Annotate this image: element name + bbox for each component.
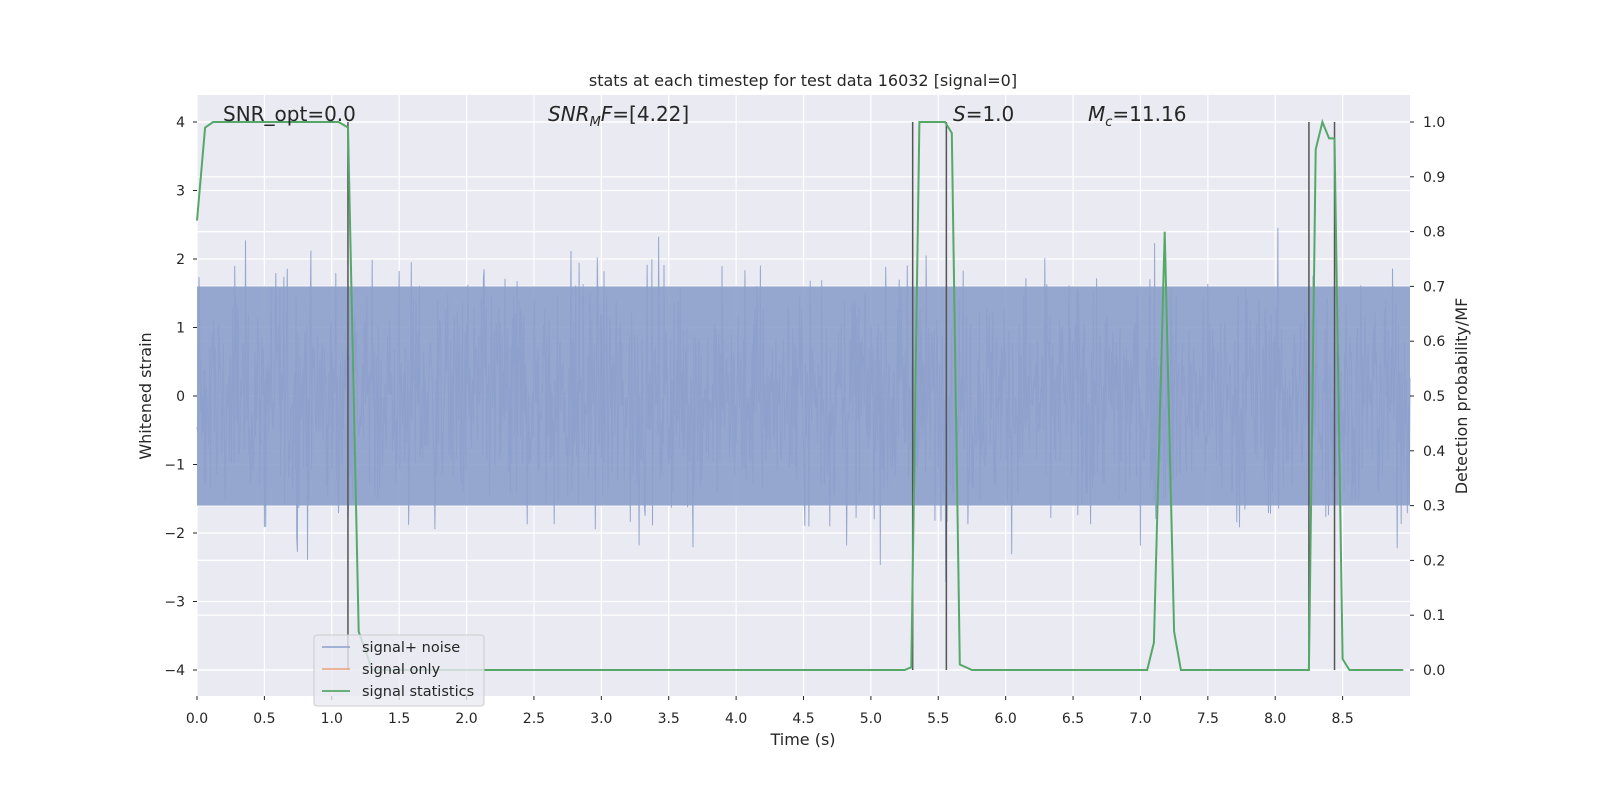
- x-tick-label: 3.5: [658, 711, 680, 727]
- noise-trace: [196, 227, 1411, 582]
- y-tick-label-left: 3: [176, 184, 185, 200]
- y-tick-label-right: 0.3: [1423, 499, 1445, 515]
- signal-statistics-line: [196, 118, 1404, 671]
- y-tick-label-left: 4: [176, 115, 185, 131]
- y-tick-label-right: 0.4: [1423, 444, 1445, 460]
- y-tick-label-left: 2: [176, 252, 185, 268]
- y-tick-label-right: 0.5: [1423, 389, 1445, 405]
- x-tick-label: 8.0: [1264, 711, 1286, 727]
- x-tick-label: 2.0: [455, 711, 477, 727]
- x-tick-label: 2.5: [523, 711, 545, 727]
- x-tick-label: 1.0: [321, 711, 343, 727]
- y-axis-label-right: Detection probability/MF: [1452, 298, 1471, 495]
- y-tick-label-right: 0.7: [1423, 279, 1445, 295]
- y-axis-label-left: Whitened strain: [136, 332, 155, 459]
- x-tick-label: 0.0: [186, 711, 208, 727]
- legend-label-noise: signal+ noise: [362, 640, 460, 656]
- x-tick-label: 0.5: [253, 711, 275, 727]
- x-tick-label: 7.5: [1197, 711, 1219, 727]
- legend-label-stats: signal statistics: [362, 684, 474, 700]
- annotation-mc: Mc=11.16: [1088, 102, 1186, 130]
- y-tick-label-left: 0: [176, 389, 185, 405]
- annotation-snr-opt: SNR_opt=0.0: [223, 102, 356, 126]
- y-tick-label-left: −3: [164, 595, 185, 611]
- y-tick-label-right: 0.8: [1423, 225, 1445, 241]
- y-tick-label-left: 1: [176, 321, 185, 337]
- legend-box: [313, 634, 485, 707]
- tick-labels: 0.0 0.5 1.0 1.5 2.0 2.5 3.0 3.5 4.0 4.5 5.0 5.5 6.0 6…: [164, 115, 1445, 727]
- y-tick-label-left: −1: [164, 458, 185, 474]
- x-tick-label: 8.5: [1331, 711, 1353, 727]
- noise-series: [196, 227, 1411, 582]
- x-tick-label: 4.5: [792, 711, 814, 727]
- x-tick-label: 5.0: [860, 711, 882, 727]
- y-tick-label-right: 1.0: [1423, 115, 1445, 131]
- y-tick-label-right: 0.6: [1423, 334, 1445, 350]
- stats-series: [196, 118, 1404, 671]
- x-tick-label: 7.0: [1129, 711, 1151, 727]
- x-tick-label: 6.0: [995, 711, 1017, 727]
- legend-label-signal: signal only: [362, 662, 441, 678]
- x-tick-label: 1.5: [388, 711, 410, 727]
- y-tick-label-right: 0.2: [1423, 553, 1445, 569]
- x-axis-label: Time (s): [769, 730, 835, 749]
- chart-title: stats at each timestep for test data 160…: [589, 71, 1017, 90]
- y-tick-label-right: 0.0: [1423, 663, 1445, 679]
- y-tick-label-left: −2: [164, 526, 185, 542]
- x-tick-label: 6.5: [1062, 711, 1084, 727]
- x-tick-label: 4.0: [725, 711, 747, 727]
- y-tick-label-right: 0.1: [1423, 608, 1445, 624]
- y-tick-label-right: 0.9: [1423, 170, 1445, 186]
- x-tick-label: 3.0: [590, 711, 612, 727]
- annotation-s: S=1.0: [953, 102, 1014, 126]
- annotation-snr-mf: SNRMF=[4.22]: [548, 102, 689, 130]
- legend: signal+ noise signal only signal statist…: [313, 634, 485, 707]
- y-tick-label-left: −4: [164, 663, 185, 679]
- x-tick-label: 5.5: [927, 711, 949, 727]
